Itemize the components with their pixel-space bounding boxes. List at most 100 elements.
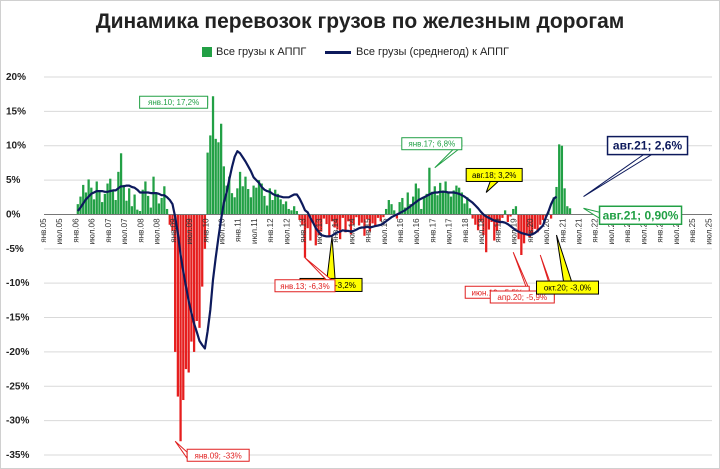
bar (460, 192, 463, 215)
bar (133, 194, 136, 215)
bar (95, 181, 98, 215)
y-tick-label: 10% (6, 141, 26, 152)
bar (211, 96, 215, 215)
bar (357, 214, 361, 226)
callout-label: янв.09; -33% (195, 451, 242, 460)
x-tick-label: июл.19 (510, 218, 519, 245)
bar (171, 214, 174, 231)
x-tick-label: янв.16 (396, 218, 405, 243)
bar (190, 214, 193, 342)
x-tick-label: июл.25 (704, 218, 713, 245)
bar (106, 183, 109, 215)
bar (520, 214, 523, 256)
bar (98, 191, 101, 215)
bar (425, 193, 428, 215)
bar (471, 214, 474, 219)
bar (249, 197, 253, 215)
bar (344, 214, 347, 233)
x-tick-label: янв.07 (104, 218, 113, 243)
bar (141, 189, 144, 215)
bar (217, 142, 220, 215)
bar (157, 203, 161, 215)
bar (257, 180, 261, 215)
bar (568, 208, 572, 215)
y-tick-label: 15% (6, 106, 26, 117)
bar (366, 214, 369, 220)
bar (468, 208, 472, 215)
bar (90, 187, 93, 215)
bar (117, 171, 120, 215)
bar (260, 183, 263, 215)
x-tick-label: янв.12 (266, 218, 275, 243)
bar (455, 185, 458, 215)
bar (466, 197, 469, 215)
bar (501, 214, 504, 218)
bar (187, 214, 190, 373)
bar (214, 138, 217, 215)
x-tick-label: янв.10 (201, 218, 210, 243)
bar (244, 176, 247, 215)
bar (363, 214, 366, 236)
bar (328, 214, 331, 237)
bar (295, 211, 299, 215)
bar (452, 190, 455, 215)
bar (485, 214, 488, 253)
x-tick-label: янв.20 (526, 218, 535, 243)
bar (136, 209, 139, 215)
bar (282, 204, 285, 215)
x-tick-label: июл.08 (153, 218, 162, 245)
callout-box (139, 95, 209, 109)
bar (379, 214, 382, 222)
bar (263, 195, 266, 215)
bar (179, 214, 182, 442)
bar (482, 214, 485, 236)
bar (444, 181, 447, 215)
x-tick-label: июл.17 (445, 218, 454, 245)
bar (463, 203, 466, 215)
bar (409, 204, 412, 215)
callout-pointer (583, 207, 601, 220)
x-tick-label: янв.08 (136, 218, 145, 243)
bar (109, 178, 112, 215)
callout-label: янв.17; 6,8% (408, 140, 455, 149)
bar (220, 123, 223, 215)
bar (406, 192, 409, 215)
bar (149, 207, 152, 215)
bar (371, 214, 374, 224)
x-tick-label: янв.11 (234, 218, 243, 242)
chart-legend: Все грузы к АППГ Все грузы (среднегод) к… (0, 46, 720, 62)
bar (325, 214, 328, 225)
x-tick-label: янв.17 (428, 218, 437, 243)
bar (457, 187, 461, 215)
bar (174, 214, 177, 352)
bar (160, 197, 163, 215)
legend-label-line: Все грузы (среднегод) к АППГ (356, 46, 509, 58)
bar (284, 201, 288, 215)
x-tick-label: июл.21 (574, 218, 583, 245)
bar (209, 135, 212, 215)
bar (298, 214, 301, 220)
bar (130, 206, 134, 215)
bar (533, 214, 536, 229)
bar (309, 214, 312, 241)
bar (398, 202, 401, 215)
y-tick-label: 5% (6, 175, 21, 186)
bar (306, 214, 309, 229)
callout-box (598, 205, 683, 226)
bar (384, 208, 388, 215)
bar (525, 214, 528, 234)
bar (119, 153, 123, 215)
callout-pointer (583, 154, 654, 198)
legend-label-bars: Все грузы к АППГ (216, 46, 307, 58)
x-tick-label: янв.22 (591, 218, 600, 243)
callout-label: авг.21; 0,90% (603, 208, 679, 222)
y-tick-label: -20% (6, 347, 29, 358)
bar (274, 189, 277, 215)
chart-title: Динамика перевозок грузов по железным до… (95, 10, 625, 33)
bar (336, 214, 339, 230)
bar (176, 214, 180, 397)
bar (182, 214, 185, 401)
bar (390, 204, 393, 215)
bar (376, 214, 380, 218)
bar (531, 214, 534, 236)
